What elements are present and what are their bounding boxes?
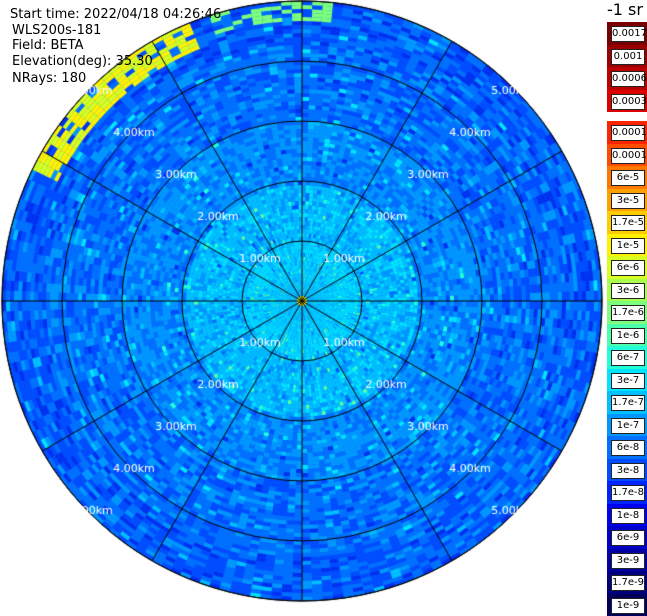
colorbar-tick-label: 0.00017 bbox=[611, 125, 645, 141]
colorbar-tick-label: 6e-8 bbox=[611, 440, 645, 456]
colorbar-swatch: 0.0017 bbox=[607, 22, 647, 45]
colorbar-tick-label: 0.001 bbox=[611, 49, 645, 65]
colorbar-tick-label: 1.7e-6 bbox=[611, 305, 645, 321]
colorbar-tick-label: 1.7e-7 bbox=[611, 395, 645, 411]
colorbar-swatch: 3e-6 bbox=[607, 279, 647, 302]
colorbar-swatch: 1e-7 bbox=[607, 414, 647, 437]
colorbar-swatch: 0.0003 bbox=[607, 90, 647, 113]
colorbar-swatch: 1.7e-9 bbox=[607, 571, 647, 594]
colorbar-tick-label: 1.7e-5 bbox=[611, 215, 645, 231]
colorbar-tick-label: 1.7e-8 bbox=[611, 485, 645, 501]
colorbar-tick-label: 1e-7 bbox=[611, 418, 645, 434]
colorbar-tick-label: 3e-5 bbox=[611, 193, 645, 209]
colorbar-swatch: 6e-5 bbox=[607, 166, 647, 189]
colorbar-tick-label: 1.7e-9 bbox=[611, 575, 645, 591]
colorbar-swatch: 0.0001 bbox=[607, 144, 647, 167]
colorbar-swatch: 1.7e-8 bbox=[607, 481, 647, 504]
colorbar-swatch: 3e-9 bbox=[607, 549, 647, 572]
colorbar-swatch: 6e-7 bbox=[607, 346, 647, 369]
colorbar-tick-label: 6e-7 bbox=[611, 350, 645, 366]
colorbar-swatch: 0.001 bbox=[607, 45, 647, 68]
colorbar-tick-label: 1e-8 bbox=[611, 508, 645, 524]
elevation-text: Elevation(deg): 35.30 bbox=[12, 54, 153, 70]
colorbar-tick-label: 3e-9 bbox=[611, 553, 645, 569]
colorbar-swatch: 1e-9 bbox=[607, 594, 647, 616]
start-time-text: Start time: 2022/04/18 04:26:46 bbox=[10, 7, 221, 23]
colorbar-tick-label: 1e-5 bbox=[611, 238, 645, 254]
colorbar-tick-label: 1e-6 bbox=[611, 328, 645, 344]
field-text: Field: BETA bbox=[12, 38, 83, 54]
colorbar-swatch: 1.7e-5 bbox=[607, 211, 647, 234]
colorbar-swatch: 0.00017 bbox=[607, 121, 647, 144]
colorbar-swatch: 1.7e-7 bbox=[607, 391, 647, 414]
colorbar-swatch: 6e-9 bbox=[607, 526, 647, 549]
colorbar-swatch: 6e-6 bbox=[607, 256, 647, 279]
colorbar-tick-label: 0.0006 bbox=[611, 71, 645, 87]
colorbar-swatch: 3e-5 bbox=[607, 189, 647, 212]
colorbar-swatch: 6e-8 bbox=[607, 436, 647, 459]
colorbar-tick-label: 3e-6 bbox=[611, 283, 645, 299]
colorbar-tick-label: 0.0001 bbox=[611, 148, 645, 164]
colorbar-swatch: 3e-7 bbox=[607, 369, 647, 392]
colorbar-swatch: 1e-5 bbox=[607, 234, 647, 257]
colorbar-tick-label: 0.0003 bbox=[611, 94, 645, 110]
colorbar-tick-label: 3e-8 bbox=[611, 463, 645, 479]
colorbar-swatch: 1e-6 bbox=[607, 324, 647, 347]
nrays-text: NRays: 180 bbox=[12, 71, 86, 87]
colorbar-tick-label: 6e-5 bbox=[611, 170, 645, 186]
device-text: WLS200s-181 bbox=[12, 23, 101, 39]
colorbar-tick-label: 6e-6 bbox=[611, 260, 645, 276]
colorbar-tick-label: 6e-9 bbox=[611, 530, 645, 546]
colorbar-swatch: 3e-8 bbox=[607, 459, 647, 482]
colorbar-tick-label: 3e-7 bbox=[611, 373, 645, 389]
colorbar-swatch: 1e-8 bbox=[607, 504, 647, 527]
colorbar-tick-label: 1e-9 bbox=[611, 598, 645, 614]
colorbar-swatch: 0.0006 bbox=[607, 67, 647, 90]
colorbar-tick-label: 0.0017 bbox=[611, 26, 645, 42]
colorbar-swatch: 1.7e-6 bbox=[607, 301, 647, 324]
colorbar-unit-label: -1 sr bbox=[607, 0, 643, 19]
